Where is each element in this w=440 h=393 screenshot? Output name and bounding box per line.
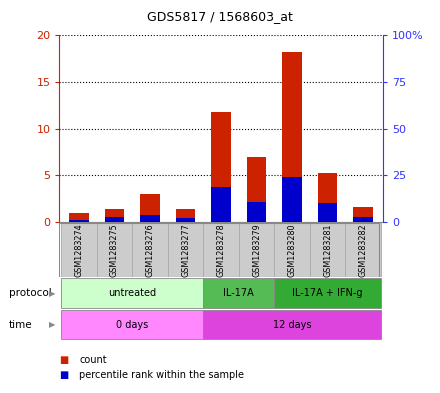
Text: GSM1283282: GSM1283282	[359, 223, 368, 277]
Bar	[282, 52, 302, 222]
Text: GSM1283278: GSM1283278	[216, 223, 226, 277]
Bar	[282, 177, 302, 222]
Bar	[168, 223, 203, 277]
Bar	[318, 204, 337, 222]
Text: IL-17A: IL-17A	[224, 288, 254, 298]
Bar	[203, 223, 239, 277]
Text: GSM1283274: GSM1283274	[74, 223, 84, 277]
Text: count: count	[79, 354, 107, 365]
Text: GSM1283276: GSM1283276	[146, 223, 154, 277]
Text: GSM1283275: GSM1283275	[110, 223, 119, 277]
Bar	[353, 217, 373, 222]
Text: GSM1283279: GSM1283279	[252, 223, 261, 277]
Bar	[61, 223, 97, 277]
Text: GSM1283277: GSM1283277	[181, 223, 190, 277]
Bar	[176, 209, 195, 222]
Bar	[247, 202, 266, 222]
Text: ■: ■	[59, 354, 69, 365]
Bar	[203, 310, 381, 339]
Bar	[105, 209, 124, 222]
Bar	[69, 213, 89, 222]
Bar	[310, 223, 345, 277]
Text: time: time	[9, 320, 33, 330]
Bar	[211, 112, 231, 222]
Text: 0 days: 0 days	[116, 320, 148, 330]
Bar	[61, 310, 203, 339]
Bar	[132, 223, 168, 277]
Bar	[239, 223, 275, 277]
Bar	[318, 173, 337, 222]
Bar	[345, 223, 381, 277]
Bar	[97, 223, 132, 277]
Text: GSM1283280: GSM1283280	[288, 223, 297, 277]
Text: ▶: ▶	[49, 289, 55, 298]
Text: GSM1283281: GSM1283281	[323, 223, 332, 277]
Text: 12 days: 12 days	[273, 320, 312, 330]
Text: untreated: untreated	[108, 288, 156, 298]
Bar	[61, 279, 203, 308]
Bar	[203, 279, 275, 308]
Bar	[275, 223, 310, 277]
Bar	[105, 217, 124, 222]
Text: IL-17A + IFN-g: IL-17A + IFN-g	[293, 288, 363, 298]
Bar	[247, 157, 266, 222]
Bar	[176, 218, 195, 222]
Text: GDS5817 / 1568603_at: GDS5817 / 1568603_at	[147, 10, 293, 23]
Bar	[69, 220, 89, 222]
Bar	[140, 194, 160, 222]
Text: ■: ■	[59, 370, 69, 380]
Bar	[211, 187, 231, 222]
Bar	[140, 215, 160, 222]
Text: protocol: protocol	[9, 288, 51, 298]
Bar	[275, 279, 381, 308]
Text: ▶: ▶	[49, 320, 55, 329]
Text: percentile rank within the sample: percentile rank within the sample	[79, 370, 244, 380]
Bar	[353, 207, 373, 222]
